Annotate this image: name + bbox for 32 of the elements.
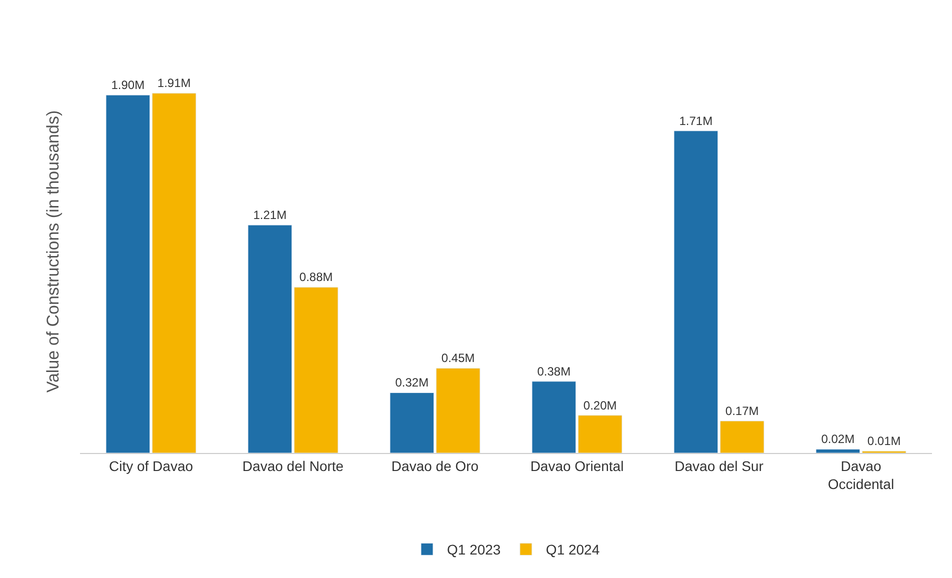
- bar: [578, 415, 622, 453]
- x-tick-label: Davao Oriental: [530, 458, 624, 474]
- data-label: 0.01M: [867, 434, 901, 448]
- legend-label: Q1 2024: [546, 542, 600, 558]
- data-label: 1.21M: [253, 208, 287, 222]
- data-label: 1.91M: [157, 76, 191, 90]
- x-tick-label: Davao Occidental: [828, 458, 894, 492]
- bar: [106, 94, 150, 453]
- data-label: 0.17M: [725, 404, 759, 418]
- data-label: 0.45M: [441, 351, 475, 366]
- data-label: 1.90M: [111, 78, 145, 92]
- legend-label: Q1 2023: [447, 542, 501, 558]
- bar: [436, 368, 480, 453]
- data-label: 0.88M: [299, 270, 333, 284]
- bar: [152, 92, 196, 453]
- bar: [674, 130, 718, 453]
- x-tick-label: City of Davao: [108, 458, 194, 474]
- bar: [720, 420, 764, 453]
- data-label: 0.20M: [583, 398, 617, 412]
- data-label: 0.32M: [395, 376, 429, 390]
- bar: [816, 448, 860, 453]
- data-label: 0.38M: [537, 364, 571, 378]
- bar: [390, 392, 434, 453]
- x-tick-label: Davao del Norte: [242, 458, 344, 474]
- bar: [248, 224, 292, 453]
- y-axis-title: Value of Constructions (in thousands): [44, 110, 63, 393]
- bar: [532, 381, 576, 453]
- bar: [294, 286, 338, 453]
- data-label: 0.02M: [821, 432, 855, 446]
- x-tick-label: Davao de Oro: [391, 458, 479, 474]
- data-label: 1.71M: [679, 114, 713, 128]
- x-tick-label: Davao del Sur: [674, 458, 764, 474]
